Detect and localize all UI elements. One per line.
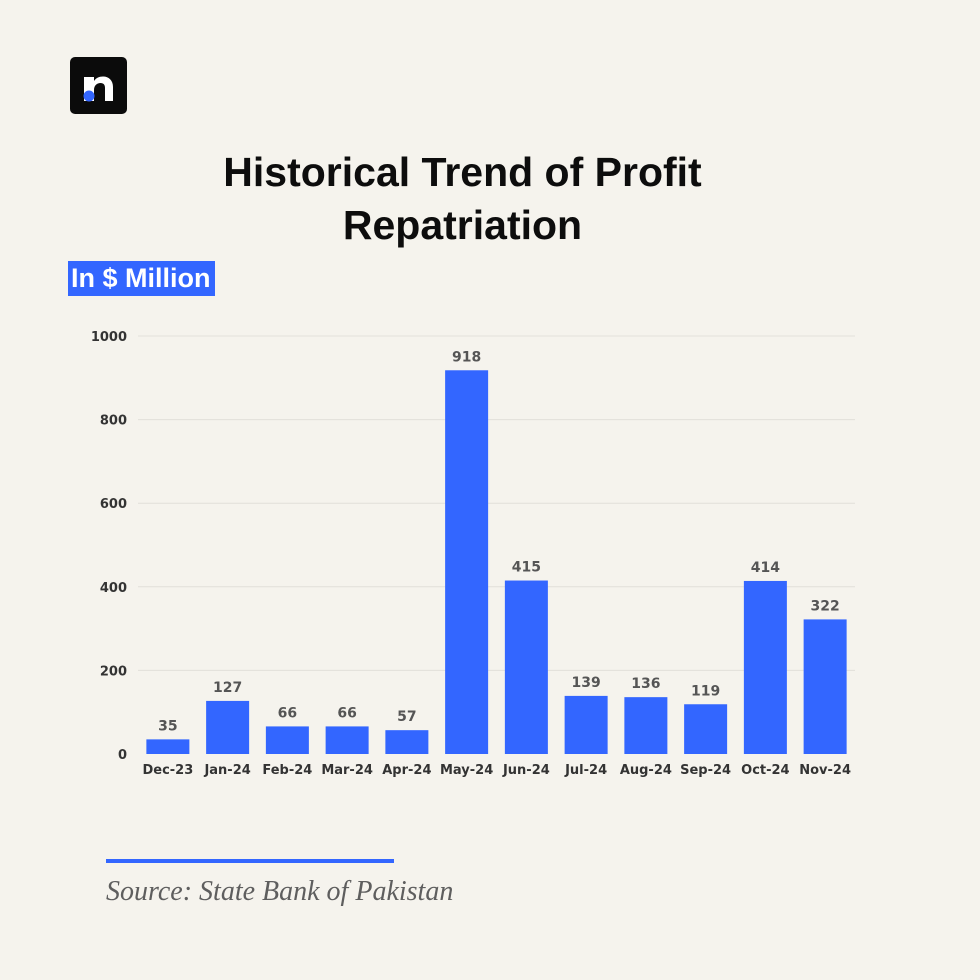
- y-tick-label: 1000: [91, 330, 127, 345]
- x-tick-label: Jan-24: [203, 763, 250, 778]
- y-tick-label: 400: [100, 581, 127, 596]
- bar: [624, 697, 668, 754]
- bar: [325, 726, 369, 754]
- bar: [385, 730, 429, 754]
- data-label: 322: [811, 598, 840, 614]
- n-letter-logo-icon: [83, 76, 113, 102]
- unit-badge: In $ Million: [68, 261, 215, 296]
- x-tick-label: Apr-24: [382, 763, 431, 778]
- x-tick-label: Mar-24: [321, 763, 373, 778]
- data-label: 136: [631, 676, 660, 692]
- source-divider: [106, 859, 394, 863]
- x-tick-label: Jun-24: [502, 763, 550, 778]
- y-tick-label: 0: [118, 748, 127, 763]
- bar: [803, 619, 847, 754]
- chart-title-line-2: Repatriation: [342, 202, 583, 248]
- source-note: Source: State Bank of Pakistan: [106, 876, 454, 907]
- data-label: 139: [572, 675, 601, 691]
- x-tick-label: Feb-24: [262, 763, 312, 778]
- bar: [146, 739, 190, 754]
- y-tick-label: 800: [100, 414, 127, 429]
- x-tick-label: Nov-24: [799, 763, 851, 778]
- x-tick-label: Oct-24: [741, 763, 789, 778]
- x-tick-label: Jul-24: [564, 763, 607, 778]
- brand-logo: [70, 57, 127, 114]
- x-tick-label: May-24: [440, 763, 493, 778]
- x-tick-label: Aug-24: [620, 763, 672, 778]
- chart-title-line-1: Historical Trend of Profit: [223, 149, 702, 195]
- chart-title: Historical Trend of Profit Repatriation: [120, 146, 805, 252]
- x-tick-label: Dec-23: [142, 763, 193, 778]
- bar: [206, 700, 250, 754]
- data-label: 66: [278, 705, 297, 721]
- bar: [265, 726, 309, 754]
- data-label: 35: [158, 718, 177, 734]
- bar: [743, 580, 787, 754]
- data-label: 57: [397, 709, 416, 725]
- data-label: 119: [691, 683, 720, 699]
- data-label: 918: [452, 349, 481, 365]
- y-tick-label: 200: [100, 664, 127, 679]
- bar: [445, 370, 489, 754]
- bar: [564, 695, 608, 754]
- data-label: 415: [512, 560, 541, 576]
- data-label: 414: [751, 560, 780, 576]
- x-tick-label: Sep-24: [680, 763, 731, 778]
- y-tick-label: 600: [100, 497, 127, 512]
- data-label: 127: [213, 680, 242, 696]
- data-label: 66: [337, 705, 356, 721]
- bar: [684, 704, 728, 754]
- bar: [504, 580, 548, 754]
